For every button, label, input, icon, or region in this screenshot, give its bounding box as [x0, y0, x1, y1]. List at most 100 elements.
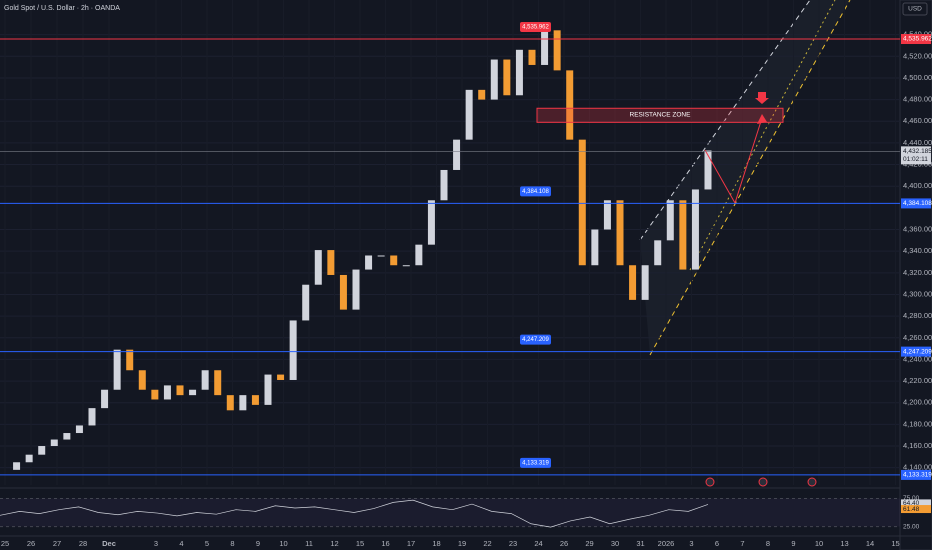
event-icon — [758, 477, 768, 487]
candle — [616, 200, 624, 266]
y-tick-label: 4,280.000 — [903, 311, 932, 320]
x-tick-label: 13 — [840, 539, 848, 548]
rsi-band — [0, 498, 900, 527]
candle — [591, 229, 599, 266]
y-tick-label: 4,400.000 — [903, 181, 932, 190]
y-tick-label: 4,300.000 — [903, 289, 932, 298]
level-label: 4,535.962 — [522, 25, 549, 31]
current-label: 4,432.185 — [903, 148, 932, 155]
candle — [126, 349, 134, 371]
countdown: 01:02:11 — [903, 156, 928, 163]
y-tick-label: 4,500.000 — [903, 73, 932, 82]
candle — [13, 462, 21, 470]
symbol-title: Gold Spot / U.S. Dollar · 2h · OANDA — [4, 5, 120, 12]
candle — [239, 395, 247, 411]
candle — [277, 374, 285, 380]
candle — [440, 169, 448, 201]
x-tick-label: 23 — [509, 539, 517, 548]
candle — [427, 200, 435, 245]
x-tick-label: 15 — [891, 539, 899, 548]
x-tick-label: 9 — [256, 539, 260, 548]
y-tick-label: 4,520.000 — [903, 51, 932, 60]
x-tick-label: 26 — [27, 539, 35, 548]
x-tick-label: 12 — [330, 539, 338, 548]
x-tick-label: 31 — [636, 539, 644, 548]
rsi-line — [0, 499, 709, 528]
level-label: 4,133.319 — [522, 460, 549, 466]
candle — [88, 408, 96, 426]
candle — [490, 59, 498, 100]
candle — [453, 139, 461, 170]
x-tick-label: 26 — [560, 539, 568, 548]
y-tick-label: 4,340.000 — [903, 246, 932, 255]
candle — [50, 439, 58, 447]
candle — [603, 200, 611, 230]
candle — [75, 425, 83, 434]
x-tick-label: 29 — [585, 539, 593, 548]
candle — [679, 200, 687, 270]
x-tick-label: 24 — [534, 539, 542, 548]
resistance-zone — [536, 107, 784, 123]
candle — [465, 89, 473, 140]
x-tick-label: Dec — [102, 539, 116, 548]
x-tick-label: 5 — [205, 539, 209, 548]
candle — [101, 389, 109, 409]
rsi-readout: 64.40 — [903, 500, 920, 507]
down-arrow — [755, 92, 769, 104]
y-tick-label: 4,360.000 — [903, 224, 932, 233]
x-tick-label: 9 — [791, 539, 795, 548]
candle — [327, 250, 335, 275]
x-tick-label: 14 — [866, 539, 874, 548]
resistance-label: RESISTANCE ZONE — [630, 112, 692, 119]
y-tick-label: 4,180.000 — [903, 419, 932, 428]
candle — [189, 389, 197, 396]
x-tick-label: 19 — [458, 539, 466, 548]
candle — [25, 454, 33, 463]
x-tick-label: 15 — [356, 539, 364, 548]
currency-box — [902, 2, 928, 16]
y-tick-label: 4,200.000 — [903, 398, 932, 407]
price-axis — [899, 0, 932, 550]
candle — [578, 139, 586, 266]
channel-lower — [649, 0, 851, 356]
x-tick-label: 6 — [715, 539, 719, 548]
x-tick-label: 27 — [53, 539, 61, 548]
y-tick-label: 4,480.000 — [903, 95, 932, 104]
candle — [691, 189, 699, 270]
x-tick-label: 17 — [407, 539, 415, 548]
y-tick-label: 4,260.000 — [903, 333, 932, 342]
rsi-tick-label: 25.00 — [903, 523, 920, 530]
candle — [302, 284, 310, 321]
candle — [566, 70, 574, 140]
y-tick-label: 4,220.000 — [903, 376, 932, 385]
current-tag — [901, 146, 931, 165]
event-icon — [705, 477, 715, 487]
axis-level-label: 4,133.319 — [903, 472, 932, 479]
rsi-readout-tag — [901, 505, 931, 514]
y-tick-label: 4,160.000 — [903, 441, 932, 450]
candle — [365, 255, 373, 270]
rsi-readout: 61.48 — [903, 506, 920, 513]
candle — [666, 200, 674, 241]
candle — [503, 59, 511, 96]
level-label: 4,247.209 — [522, 337, 549, 343]
rsi-tick-label: 75.00 — [903, 495, 920, 502]
candle — [528, 49, 536, 65]
candle — [289, 320, 297, 380]
x-tick-label: 10 — [815, 539, 823, 548]
candle — [163, 385, 171, 400]
axis-level-label: 4,535.962 — [903, 36, 932, 43]
candle — [214, 370, 222, 396]
candle — [226, 395, 234, 411]
y-tick-label: 4,440.000 — [903, 138, 932, 147]
x-tick-label: 4 — [179, 539, 183, 548]
candle — [113, 349, 121, 390]
candle — [704, 150, 712, 190]
currency: USD — [908, 6, 922, 13]
x-tick-label: 3 — [689, 539, 693, 548]
level-label: 4,384.108 — [522, 189, 549, 195]
candle — [38, 446, 46, 455]
candle — [654, 240, 662, 266]
